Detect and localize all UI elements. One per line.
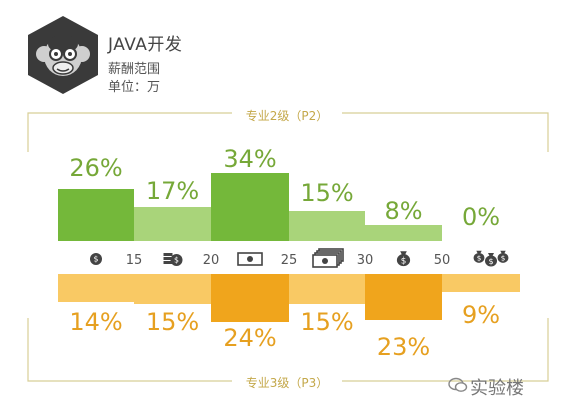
p2-data-label: 15% — [300, 179, 353, 207]
watermark: 实验楼 — [470, 378, 524, 399]
frame-top — [27, 112, 549, 152]
p3-bar — [365, 274, 442, 320]
p2-data-label: 26% — [69, 154, 122, 182]
x-tick-label: 20 — [203, 253, 220, 268]
coin-icon: $ — [90, 253, 102, 265]
p2-bars — [58, 173, 442, 241]
p3-data-label: 15% — [300, 308, 353, 336]
svg-text:$: $ — [401, 256, 407, 266]
page-title: JAVA开发 — [108, 35, 183, 55]
svg-text:$: $ — [174, 256, 179, 265]
monkey-avatar-icon — [28, 16, 98, 94]
x-tick-label: 50 — [434, 253, 451, 268]
p3-bar — [58, 274, 134, 302]
money-bag-icon: $ — [396, 251, 411, 266]
p3-bars — [58, 274, 520, 322]
page-subtitle: 薪酬范围 — [108, 62, 161, 77]
svg-text:$: $ — [477, 254, 482, 263]
p3-labels: 14% 15% 24% 15% 23% 9% — [69, 301, 500, 361]
banknote-stack-icon — [312, 248, 344, 268]
p3-data-label: 9% — [462, 301, 500, 329]
chart-frame — [27, 112, 549, 382]
x-tick-label: 30 — [357, 253, 374, 268]
x-tick-label: 15 — [126, 253, 143, 268]
p3-data-label: 14% — [69, 308, 122, 336]
p2-data-label: 17% — [146, 177, 199, 205]
frame-bottom — [27, 318, 549, 382]
p3-bar — [442, 274, 520, 292]
p2-bar — [134, 207, 211, 241]
header — [22, 14, 272, 104]
p3-data-label: 23% — [377, 333, 430, 361]
p2-bar — [365, 225, 442, 241]
money-bags-icon: $ $ $ — [473, 250, 509, 267]
svg-text:$: $ — [94, 255, 99, 264]
p2-data-label: 0% — [462, 203, 500, 231]
p3-data-label: 15% — [146, 308, 199, 336]
p2-data-label: 34% — [223, 145, 276, 173]
p2-bar — [58, 189, 134, 241]
p2-labels: 26% 17% 34% 15% 8% 0% — [69, 145, 500, 231]
p2-data-label: 8% — [384, 197, 422, 225]
p3-bar — [211, 274, 289, 322]
series-label-p3: 专业3级（P3） — [246, 375, 329, 390]
p3-data-label: 24% — [223, 324, 276, 352]
series-label-p2: 专业2级（P2） — [246, 108, 329, 123]
svg-text:$: $ — [501, 254, 506, 263]
svg-text:$: $ — [488, 257, 493, 266]
category-icons: $ $ $ $ $ $ — [90, 248, 509, 268]
coins-icon: $ — [163, 253, 183, 266]
x-tick-label: 25 — [281, 253, 298, 268]
p3-bar — [289, 274, 365, 304]
unit-label: 单位：万 — [108, 80, 161, 95]
p3-bar — [134, 274, 211, 304]
banknote-icon — [237, 252, 263, 266]
wechat-icon — [448, 377, 468, 392]
p2-bar — [211, 173, 289, 241]
p2-bar — [289, 211, 365, 241]
x-ticks: 15 20 25 30 50 — [126, 253, 451, 268]
